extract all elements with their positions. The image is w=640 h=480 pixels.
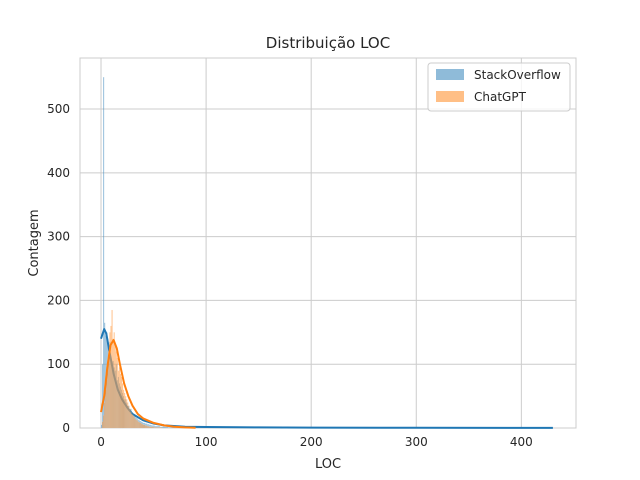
tick-labels: 0 100 200 300 400 0 100 200 300 400 500 — [47, 102, 533, 449]
bar-chatgpt — [129, 408, 131, 429]
bar-chatgpt — [112, 338, 114, 429]
bar-chatgpt — [158, 427, 161, 429]
plot-area — [79, 57, 577, 429]
bar-stackoverflow — [164, 426, 167, 429]
y-tick-label: 300 — [47, 230, 70, 244]
bar-chatgpt — [115, 351, 117, 429]
legend-label-chatgpt: ChatGPT — [474, 90, 527, 104]
bar-chatgpt — [120, 376, 123, 429]
bar-chatgpt — [126, 399, 128, 429]
y-tick-label: 500 — [47, 102, 70, 116]
bar-stackoverflow — [163, 426, 166, 429]
bar-chatgpt — [125, 395, 127, 429]
legend-label-stackoverflow: StackOverflow — [474, 68, 561, 82]
bar-chatgpt — [135, 419, 137, 429]
bar-chatgpt — [133, 416, 135, 429]
x-axis-label: LOC — [315, 457, 341, 472]
y-axis-label: Contagem — [27, 209, 42, 276]
bar-chatgpt — [155, 427, 157, 429]
bar-chatgpt — [104, 402, 106, 429]
bar-stackoverflow — [167, 426, 169, 429]
bar-chatgpt — [123, 392, 126, 429]
bar-chatgpt — [102, 415, 105, 429]
bar-chatgpt — [139, 422, 142, 429]
y-tick-label: 200 — [47, 293, 70, 307]
y-tick-label: 100 — [47, 357, 70, 371]
bar-stackoverflow — [166, 426, 168, 429]
bar-chatgpt — [130, 411, 132, 429]
kde-line-stackoverflow — [100, 328, 553, 429]
bar-chatgpt — [154, 427, 156, 429]
kde-line-chatgpt — [100, 339, 196, 429]
bar-chatgpt — [153, 427, 155, 429]
bar-chatgpt — [160, 427, 163, 429]
bar-chatgpt — [121, 383, 124, 429]
bar-stackoverflow — [170, 427, 172, 429]
bar-stackoverflow — [169, 427, 171, 429]
bar-chatgpt — [146, 425, 148, 429]
bar-chatgpt — [111, 309, 113, 429]
bar-chatgpt — [141, 424, 144, 429]
bar-chatgpt — [150, 426, 152, 429]
bar-chatgpt — [136, 420, 138, 429]
legend-swatch-stackoverflow — [436, 69, 464, 80]
y-tick-label: 0 — [62, 421, 70, 435]
bar-stackoverflow — [101, 364, 104, 429]
x-tick-label: 200 — [300, 435, 323, 449]
bar-chatgpt — [113, 332, 115, 429]
bar-stackoverflow — [168, 427, 170, 429]
bar-chatgpt — [122, 389, 125, 429]
bar-chatgpt — [127, 402, 129, 429]
bar-chatgpt — [151, 426, 153, 429]
bar-chatgpt — [138, 422, 141, 429]
bar-chatgpt — [116, 357, 118, 429]
bar-chatgpt — [132, 415, 134, 429]
x-tick-label: 300 — [405, 435, 428, 449]
bar-chatgpt — [159, 427, 162, 429]
bar-chatgpt — [134, 418, 136, 429]
bar-chatgpt — [147, 425, 149, 429]
bar-chatgpt — [137, 421, 139, 429]
bar-chatgpt — [145, 425, 147, 429]
series-chatgpt — [100, 309, 196, 429]
bar-stackoverflow — [100, 424, 103, 429]
chart-title: Distribuição LOC — [266, 34, 390, 52]
bar-chatgpt — [128, 405, 130, 429]
bar-chatgpt — [131, 413, 133, 429]
bar-chatgpt — [152, 426, 154, 429]
bar-chatgpt — [118, 367, 121, 429]
y-tick-label: 400 — [47, 166, 70, 180]
bar-chatgpt — [157, 427, 159, 429]
x-tick-label: 100 — [195, 435, 218, 449]
bar-chatgpt — [105, 389, 107, 429]
bar-stackoverflow — [161, 426, 164, 429]
bar-stackoverflow — [162, 426, 165, 429]
x-tick-label: 0 — [97, 435, 105, 449]
x-tick-label: 400 — [510, 435, 533, 449]
bar-chatgpt — [119, 373, 122, 429]
bar-stackoverflow — [102, 76, 105, 429]
bar-chatgpt — [143, 424, 146, 429]
bar-chatgpt — [117, 370, 120, 429]
legend-swatch-chatgpt — [436, 91, 464, 102]
bar-chatgpt — [149, 426, 151, 429]
legend: StackOverflow ChatGPT — [427, 62, 571, 112]
bar-chatgpt — [156, 427, 158, 429]
bar-chatgpt — [148, 425, 150, 429]
bar-chatgpt — [101, 421, 104, 429]
bar-chatgpt — [114, 344, 116, 429]
bar-chatgpt — [110, 325, 112, 429]
bar-chatgpt — [142, 424, 145, 429]
series-layer — [100, 76, 553, 429]
bar-chatgpt — [140, 423, 143, 429]
bar-stackoverflow — [171, 427, 173, 429]
